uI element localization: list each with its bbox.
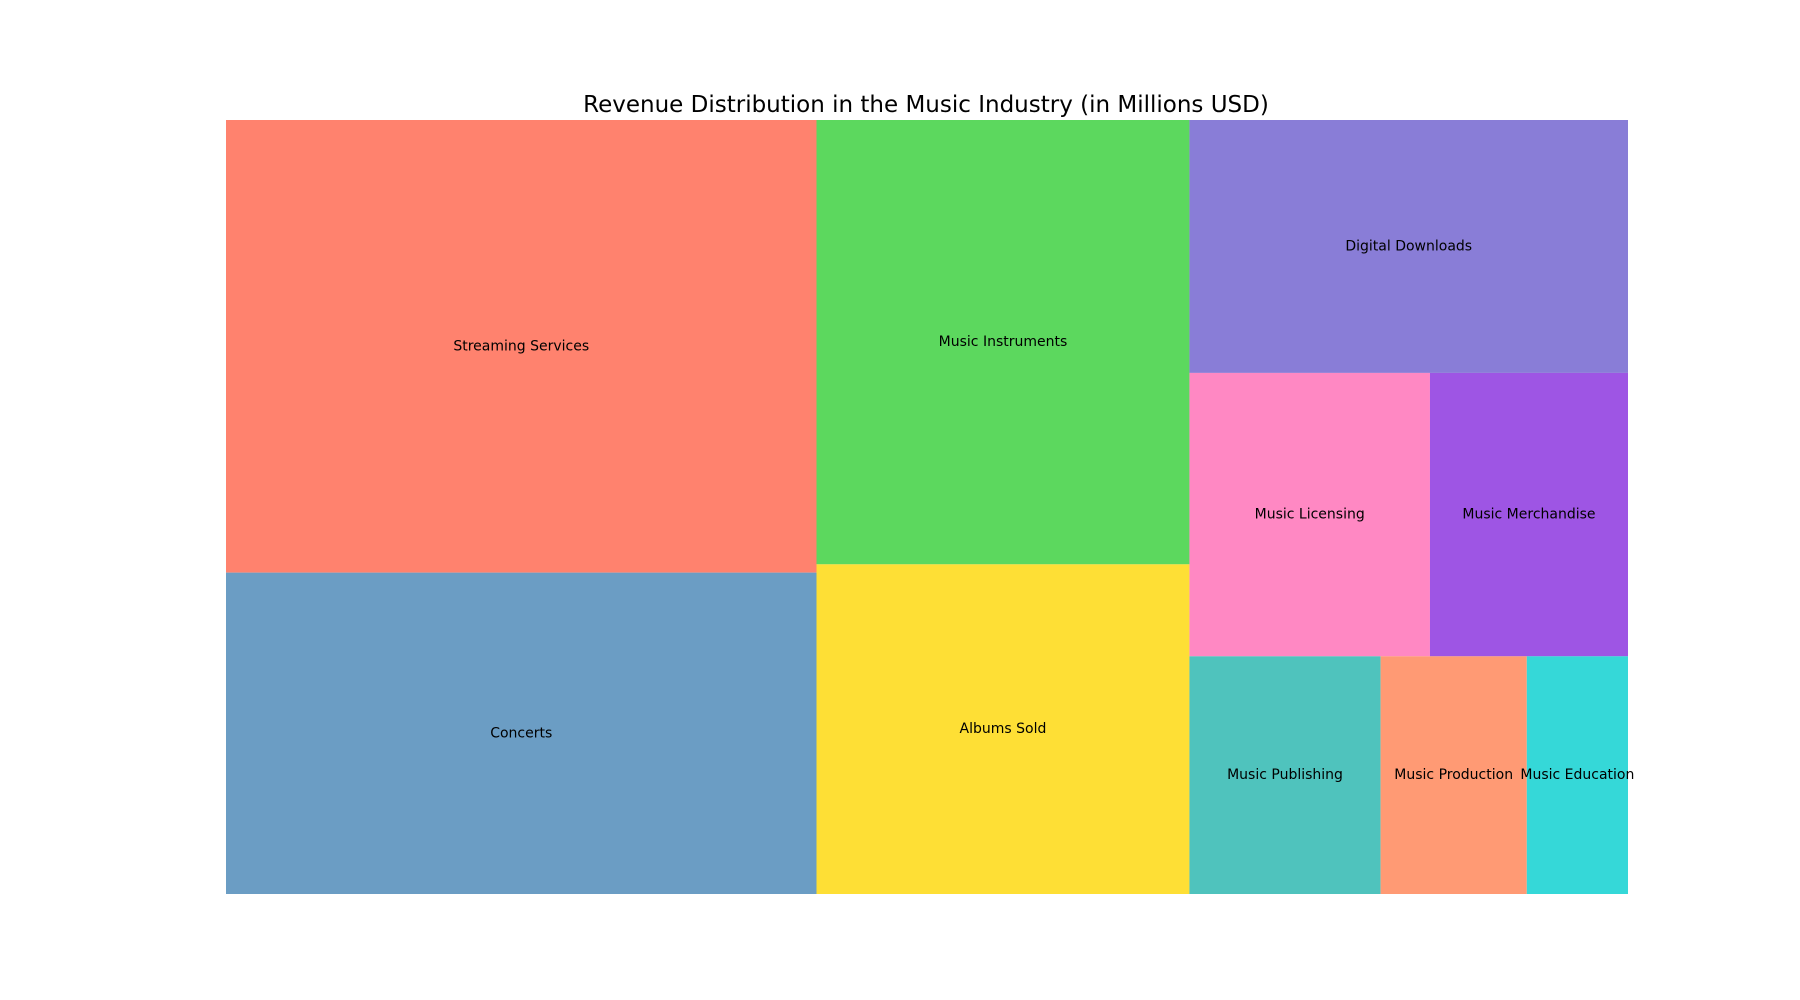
treemap-tiles: Streaming Services Concerts Music Instrume…	[226, 120, 1634, 894]
tile-concerts: Concerts	[226, 572, 817, 894]
tile-rect-streaming-services	[226, 120, 817, 573]
tile-music-licensing: Music Licensing	[1189, 372, 1430, 657]
chart-title: Revenue Distribution in the Music Indust…	[583, 92, 1269, 118]
tile-label-concerts: Concerts	[490, 725, 552, 741]
tile-rect-music-licensing	[1189, 372, 1430, 657]
tile-music-instruments: Music Instruments	[816, 120, 1190, 565]
tile-rect-music-publishing	[1189, 656, 1381, 894]
tile-label-music-instruments: Music Instruments	[939, 334, 1068, 350]
tile-rect-digital-downloads	[1189, 120, 1628, 373]
tile-rect-concerts	[226, 572, 817, 894]
tile-music-publishing: Music Publishing	[1189, 656, 1381, 894]
tile-rect-music-production	[1380, 656, 1527, 894]
tile-label-music-merchandise: Music Merchandise	[1462, 507, 1595, 523]
tile-label-music-production: Music Production	[1394, 767, 1513, 783]
tile-rect-music-merchandise	[1429, 372, 1628, 657]
tile-label-music-publishing: Music Publishing	[1227, 767, 1343, 783]
tile-rect-music-education	[1526, 656, 1628, 894]
tile-rect-music-instruments	[816, 120, 1190, 565]
tile-label-digital-downloads: Digital Downloads	[1345, 238, 1472, 254]
tile-rect-albums-sold	[816, 564, 1190, 894]
tile-label-music-education: Music Education	[1520, 767, 1634, 783]
tile-label-streaming-services: Streaming Services	[453, 338, 589, 354]
tile-music-education: Music Education	[1520, 656, 1634, 894]
tile-digital-downloads: Digital Downloads	[1189, 120, 1628, 373]
tile-albums-sold: Albums Sold	[816, 564, 1190, 894]
tile-streaming-services: Streaming Services	[226, 120, 817, 573]
tile-music-production: Music Production	[1380, 656, 1527, 894]
tile-label-albums-sold: Albums Sold	[960, 721, 1047, 737]
tile-label-music-licensing: Music Licensing	[1255, 507, 1365, 523]
tile-music-merchandise: Music Merchandise	[1429, 372, 1628, 657]
